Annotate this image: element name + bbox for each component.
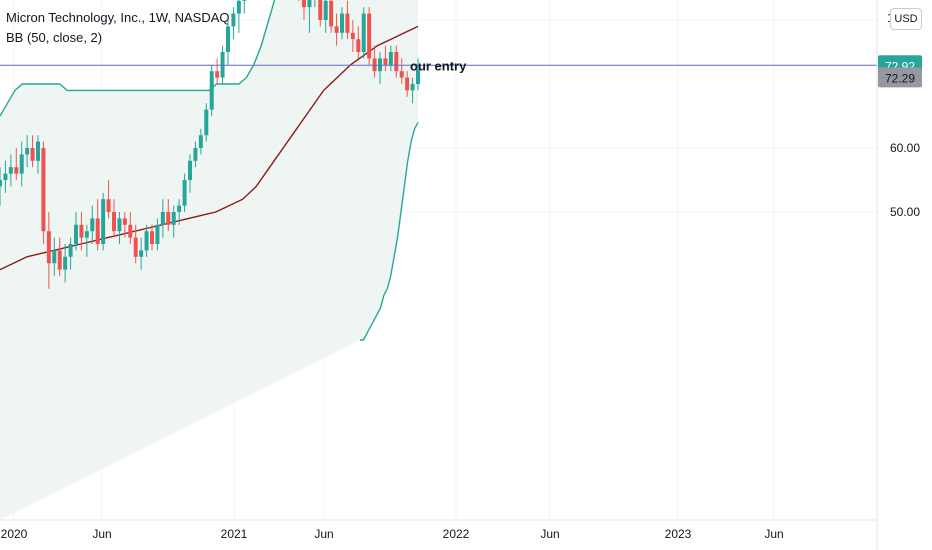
candle-body [372, 58, 377, 72]
candle-body [334, 26, 339, 33]
candle-body [405, 77, 410, 91]
candle-body [345, 13, 350, 33]
candle-body [226, 26, 230, 52]
candle-body [350, 32, 355, 40]
candle-body [356, 39, 361, 52]
candle-body [378, 58, 382, 72]
candle-body [340, 13, 344, 33]
x-tick-label: 2022 [443, 527, 470, 541]
candle-body [171, 212, 176, 225]
candle-body [231, 13, 236, 27]
candle-body [52, 250, 57, 264]
x-tick-label: 2020 [1, 527, 28, 541]
candle-body [68, 244, 73, 257]
candle-body [188, 160, 192, 180]
candle-body [410, 84, 415, 91]
candle-body [220, 52, 225, 78]
candle-body [139, 250, 144, 257]
x-tick-label: Jun [92, 527, 111, 541]
chart-legend: Micron Technology, Inc., 1W, NASDAQ BB (… [6, 8, 230, 48]
x-tick-label: 2023 [665, 527, 692, 541]
candle-body [193, 148, 198, 161]
candle-body [166, 212, 171, 225]
bollinger-bands [0, 0, 419, 520]
lower-band-line [360, 122, 419, 341]
candle-body [19, 154, 24, 174]
candle-body [160, 212, 165, 225]
symbol-title: Micron Technology, Inc., 1W, NASDAQ [6, 10, 230, 25]
candle-body [112, 212, 116, 232]
candle-body [329, 0, 334, 27]
candle-body [90, 218, 95, 232]
candle-body [204, 109, 209, 136]
candle-body [361, 13, 366, 53]
candle-body [133, 237, 138, 257]
upper-band-line [0, 0, 276, 117]
candle-body [84, 231, 89, 238]
candle-body [416, 69, 420, 84]
indicator-title: BB (50, close, 2) [6, 30, 103, 45]
candle-body [236, 0, 241, 14]
currency-button[interactable]: USD [890, 8, 922, 30]
candle-body [8, 167, 13, 174]
candle-body [117, 218, 122, 232]
candle-body [242, 0, 247, 1]
y-tick-label: 60.00 [890, 141, 920, 155]
candle-body [57, 250, 62, 270]
candle-body [144, 231, 149, 251]
candle-body [394, 52, 399, 72]
candle-body [0, 180, 2, 187]
candle-body [367, 13, 372, 59]
candle-body [215, 71, 220, 78]
price-levels[interactable]: take profit 2103.00take profit 192.00our… [0, 0, 922, 88]
candle-body [323, 0, 328, 21]
y-tick-label: 50.00 [890, 205, 920, 219]
candles [0, 0, 420, 289]
candle-body [302, 0, 306, 8]
candle-body [79, 224, 84, 238]
candle-body [74, 224, 78, 244]
candle-body [30, 148, 35, 161]
candle-body [318, 0, 323, 20]
band-fill [0, 0, 418, 520]
candle-body [41, 148, 46, 232]
candle-body [122, 218, 127, 225]
candle-body [95, 218, 100, 244]
candle-body [36, 141, 40, 161]
candle-body [14, 167, 19, 174]
candle-body [399, 71, 404, 78]
last-price-badge [878, 67, 922, 88]
candle-body [307, 0, 312, 8]
candle-body [3, 173, 8, 180]
candle-body [128, 224, 133, 238]
candle-body [25, 148, 30, 155]
candle-body [101, 199, 106, 244]
x-tick-label: Jun [540, 527, 559, 541]
x-tick-label: 2021 [221, 527, 248, 541]
candle-body [182, 180, 187, 206]
x-tick-label: Jun [314, 527, 333, 541]
candle-body [150, 231, 154, 244]
level-label: our entry [410, 58, 467, 73]
candle-body [209, 71, 214, 110]
candle-body [155, 224, 160, 244]
x-tick-label: Jun [764, 527, 783, 541]
candle-body [106, 199, 111, 212]
candle-body [383, 58, 388, 65]
last-price-label: 72.29 [885, 71, 915, 85]
candle-body [177, 205, 182, 212]
candle-body [388, 52, 393, 65]
candle-body [198, 135, 203, 148]
candle-body [46, 231, 51, 264]
candle-body [63, 256, 68, 270]
